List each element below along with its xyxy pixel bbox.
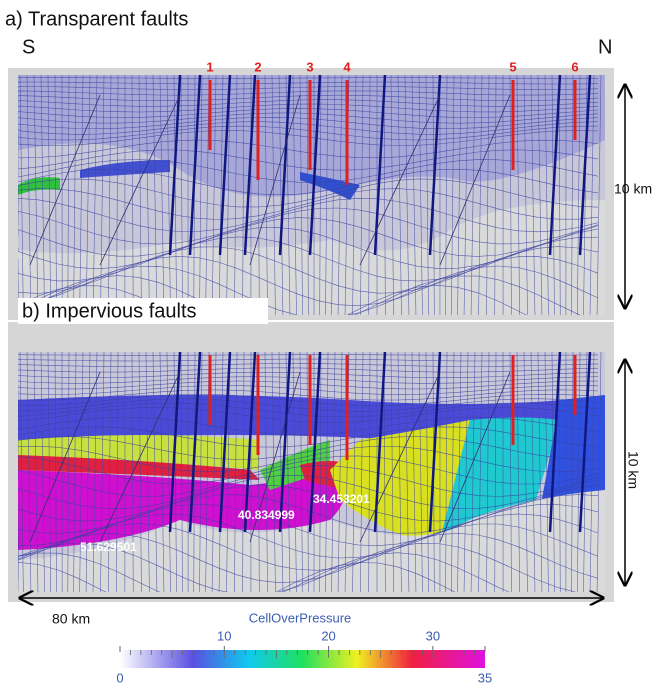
length-scale: 80 km <box>52 611 90 627</box>
panel-title: a) Transparent faults <box>5 8 188 30</box>
tick-label: 0 <box>116 670 123 685</box>
well-label: 2 <box>254 59 261 74</box>
value-annotation: 34.453201 <box>313 492 370 506</box>
panel-title: b) Impervious faults <box>22 300 197 322</box>
tick-label: 35 <box>478 670 492 685</box>
colorbar-title: CellOverPressure <box>249 610 352 625</box>
direction-label: S <box>22 36 35 58</box>
value-annotation: 51.629501 <box>80 540 137 554</box>
well-label: 6 <box>571 59 578 74</box>
tick-label: 10 <box>217 628 231 643</box>
depth-scale: 10 km <box>625 451 641 489</box>
well-label: 4 <box>343 59 351 74</box>
direction-label: N <box>598 36 612 58</box>
tick-label: 30 <box>426 628 440 643</box>
tick-label: 20 <box>321 628 335 643</box>
well-label: 5 <box>509 59 516 74</box>
depth-scale: 10 km <box>614 181 652 197</box>
colorbar <box>120 650 485 668</box>
value-annotation: 40.834999 <box>238 508 295 522</box>
well-label: 3 <box>306 59 313 74</box>
well-label: 1 <box>206 59 213 74</box>
